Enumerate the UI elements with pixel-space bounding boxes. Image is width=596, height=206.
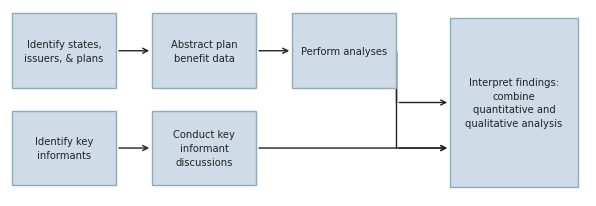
FancyBboxPatch shape xyxy=(12,111,116,185)
Text: Identify key
informants: Identify key informants xyxy=(35,137,93,160)
FancyBboxPatch shape xyxy=(292,14,396,89)
Text: Identify states,
issuers, & plans: Identify states, issuers, & plans xyxy=(24,40,104,63)
Text: Abstract plan
benefit data: Abstract plan benefit data xyxy=(171,40,237,63)
FancyBboxPatch shape xyxy=(152,14,256,89)
Text: Interpret findings:
combine
quantitative and
qualitative analysis: Interpret findings: combine quantitative… xyxy=(465,78,563,128)
FancyBboxPatch shape xyxy=(450,19,578,187)
Text: Perform analyses: Perform analyses xyxy=(301,47,387,56)
FancyBboxPatch shape xyxy=(152,111,256,185)
FancyBboxPatch shape xyxy=(12,14,116,89)
Text: Conduct key
informant
discussions: Conduct key informant discussions xyxy=(173,130,235,167)
